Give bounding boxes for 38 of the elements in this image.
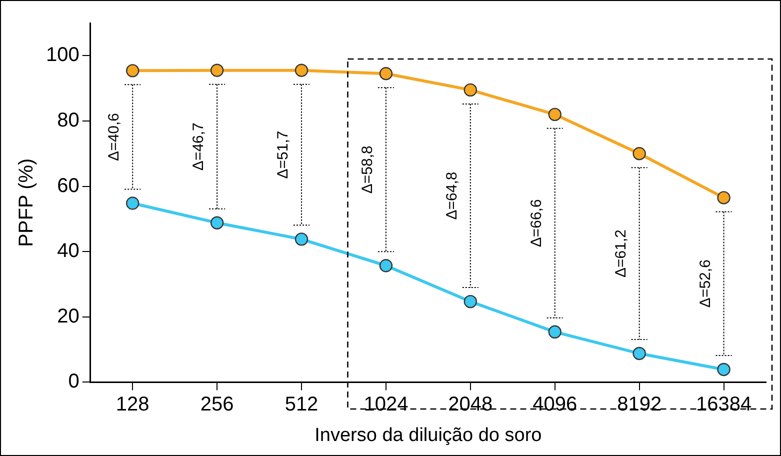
- annotation: Δ=61,2: [612, 230, 630, 278]
- annotation: Δ=51,7: [274, 130, 292, 179]
- annotation: Δ=58,8: [359, 146, 376, 194]
- annotation: Δ=64,8: [444, 172, 461, 220]
- point: [126, 196, 140, 210]
- point: [126, 64, 140, 78]
- point: [294, 64, 308, 77]
- point: [717, 362, 730, 376]
- point: [210, 64, 224, 77]
- x-tick-label: 1024: [364, 394, 408, 416]
- point: [632, 346, 646, 360]
- y-tick-label: 40: [57, 240, 80, 262]
- y-tick-label: 60: [57, 174, 80, 197]
- x-tick-label: 128: [116, 394, 150, 416]
- point: [379, 67, 393, 80]
- point: [379, 259, 393, 272]
- x-tick-label: 512: [284, 394, 318, 416]
- point: [717, 191, 730, 204]
- y-tick-label: 0: [68, 370, 80, 393]
- y-tick-label: 80: [57, 109, 80, 132]
- x-tick-label: 256: [200, 394, 234, 416]
- annotation: Δ=66,6: [528, 199, 546, 248]
- point: [548, 108, 562, 122]
- annotation: Δ=40,6: [106, 112, 123, 161]
- annotation: Δ=52,6: [696, 260, 714, 308]
- point: [464, 83, 478, 97]
- point: [632, 147, 646, 160]
- point: [464, 294, 478, 308]
- point: [210, 216, 224, 230]
- y-tick-label: 20: [57, 305, 80, 328]
- x-axis-title: Inverso da diluição do soro: [314, 424, 542, 446]
- y-axis-title: PPFP (%): [16, 158, 38, 247]
- x-tick-label: 2048: [448, 394, 493, 416]
- point: [294, 232, 308, 246]
- x-tick-label: 4096: [532, 394, 578, 416]
- annotation: Δ=46,7: [190, 122, 208, 171]
- y-tick-label: 100: [46, 44, 80, 66]
- point: [548, 325, 562, 339]
